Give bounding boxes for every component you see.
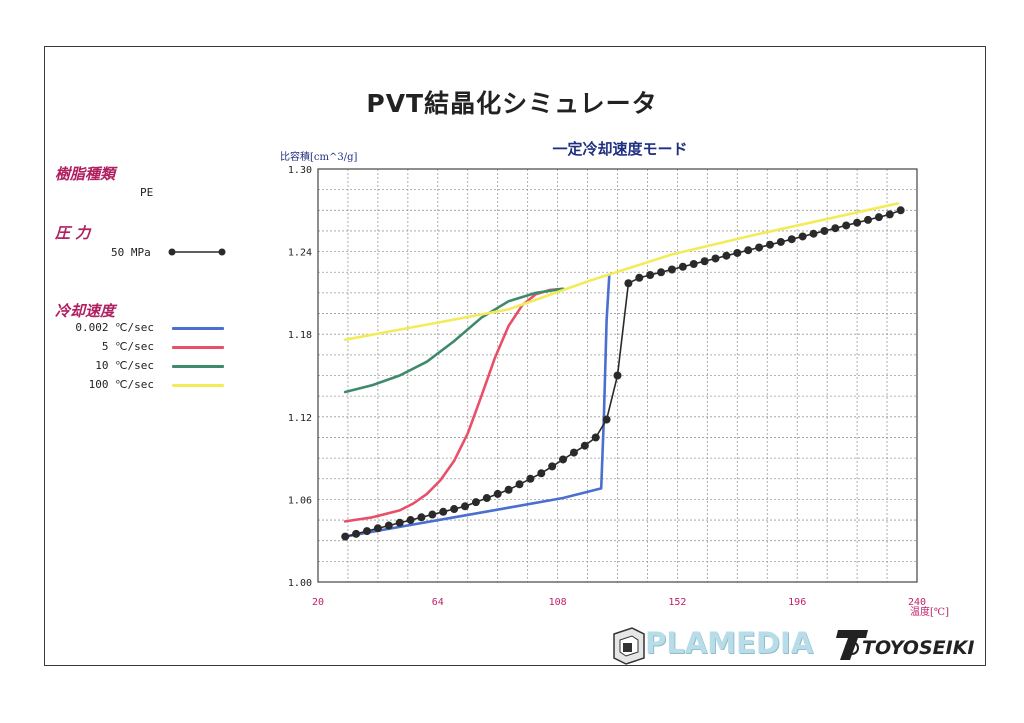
- series-line-cooling-3: [343, 202, 900, 342]
- data-point-measured: [482, 494, 491, 503]
- data-point-measured: [853, 218, 862, 227]
- y-tick-label: 1.06: [288, 495, 312, 506]
- data-point-measured: [885, 210, 894, 219]
- resin-value: PE: [140, 186, 154, 199]
- data-point-measured: [613, 371, 622, 380]
- data-point-measured: [776, 237, 785, 246]
- series-line-cooling-1: [343, 287, 565, 523]
- cooling-label: 冷却速度: [55, 302, 116, 320]
- x-tick-label: 64: [432, 597, 444, 608]
- chart-title: 一定冷却速度モード: [552, 140, 687, 158]
- data-point-measured: [689, 259, 698, 268]
- data-point-measured: [341, 532, 350, 541]
- x-axis-label: 温度[℃]: [910, 605, 949, 618]
- data-point-measured: [537, 469, 546, 478]
- data-point-measured: [744, 246, 753, 255]
- data-point-measured: [526, 474, 535, 483]
- x-tick-label: 20: [312, 597, 324, 608]
- data-point-measured: [896, 206, 905, 215]
- y-tick-label: 1.24: [288, 248, 312, 259]
- data-point-measured: [831, 224, 840, 233]
- cooling-rate-swatch: [172, 327, 224, 330]
- data-point-measured: [352, 529, 361, 538]
- x-tick-label: 196: [788, 597, 806, 608]
- data-point-measured: [450, 505, 459, 514]
- cooling-rate-swatch: [172, 384, 224, 387]
- pressure-label: 圧 力: [55, 224, 91, 242]
- y-axis-label: 比容積[cm^3/g]: [280, 150, 357, 163]
- data-point-measured: [363, 527, 372, 536]
- data-point-measured: [765, 240, 774, 249]
- y-tick-label: 1.00: [288, 578, 312, 589]
- data-point-measured: [733, 248, 742, 257]
- data-point-measured: [657, 268, 666, 277]
- page-title: PVT結晶化シミュレータ: [366, 89, 658, 118]
- data-point-measured: [515, 480, 524, 489]
- cooling-rate-label: 10 ℃/sec: [95, 359, 154, 372]
- x-tick-label: 108: [549, 597, 567, 608]
- data-point-measured: [461, 502, 470, 511]
- series-line-cooling-0: [343, 273, 611, 538]
- data-point-measured: [635, 273, 644, 282]
- series-line-cooling-2: [343, 287, 565, 394]
- x-tick-label: 152: [668, 597, 686, 608]
- y-tick-label: 1.30: [288, 165, 312, 176]
- plot-area: [317, 168, 918, 583]
- data-point-measured: [471, 498, 480, 507]
- data-point-measured: [874, 213, 883, 222]
- data-point-measured: [842, 221, 851, 230]
- data-point-measured: [602, 415, 611, 424]
- data-point-measured: [373, 524, 382, 533]
- data-point-measured: [787, 235, 796, 244]
- data-point-measured: [504, 485, 513, 494]
- data-point-measured: [624, 279, 633, 288]
- data-point-measured: [809, 229, 818, 238]
- data-point-measured: [798, 232, 807, 241]
- cooling-rate-label: 5 ℃/sec: [101, 340, 154, 353]
- data-point-measured: [384, 521, 393, 530]
- series-line-measured: [345, 209, 901, 538]
- data-point-measured: [580, 441, 589, 450]
- x-tick-label: 240: [908, 597, 926, 608]
- y-tick-label: 1.12: [288, 413, 312, 424]
- data-point-measured: [428, 510, 437, 519]
- toyoseiki-logo: TOYOSEIKI: [862, 637, 975, 659]
- cooling-rate-swatch: [172, 346, 224, 349]
- y-tick-label: 1.18: [288, 330, 312, 341]
- data-point-measured: [569, 448, 578, 457]
- data-point-measured: [395, 518, 404, 527]
- cooling-rate-swatch: [172, 365, 224, 368]
- data-point-measured: [646, 271, 655, 280]
- data-point-measured: [406, 516, 415, 525]
- data-point-measured: [548, 462, 557, 471]
- data-point-measured: [493, 489, 502, 498]
- cooling-rate-label: 0.002 ℃/sec: [75, 321, 154, 334]
- data-point-measured: [667, 265, 676, 274]
- data-point-measured: [591, 433, 600, 442]
- data-point-measured: [559, 455, 568, 464]
- data-point-measured: [863, 215, 872, 224]
- data-point-measured: [722, 251, 731, 260]
- pressure-value: 50 MPa: [111, 246, 151, 259]
- data-point-measured: [700, 257, 709, 266]
- resin-label: 樹脂種類: [55, 165, 116, 183]
- data-point-measured: [711, 254, 720, 263]
- plamedia-logo: PLAMEDIA: [645, 626, 814, 660]
- data-point-measured: [439, 507, 448, 516]
- data-point-measured: [820, 226, 829, 235]
- cooling-rate-label: 100 ℃/sec: [88, 378, 154, 391]
- data-point-measured: [755, 243, 764, 252]
- data-point-measured: [678, 262, 687, 271]
- chart-frame: [44, 46, 986, 666]
- data-point-measured: [417, 513, 426, 522]
